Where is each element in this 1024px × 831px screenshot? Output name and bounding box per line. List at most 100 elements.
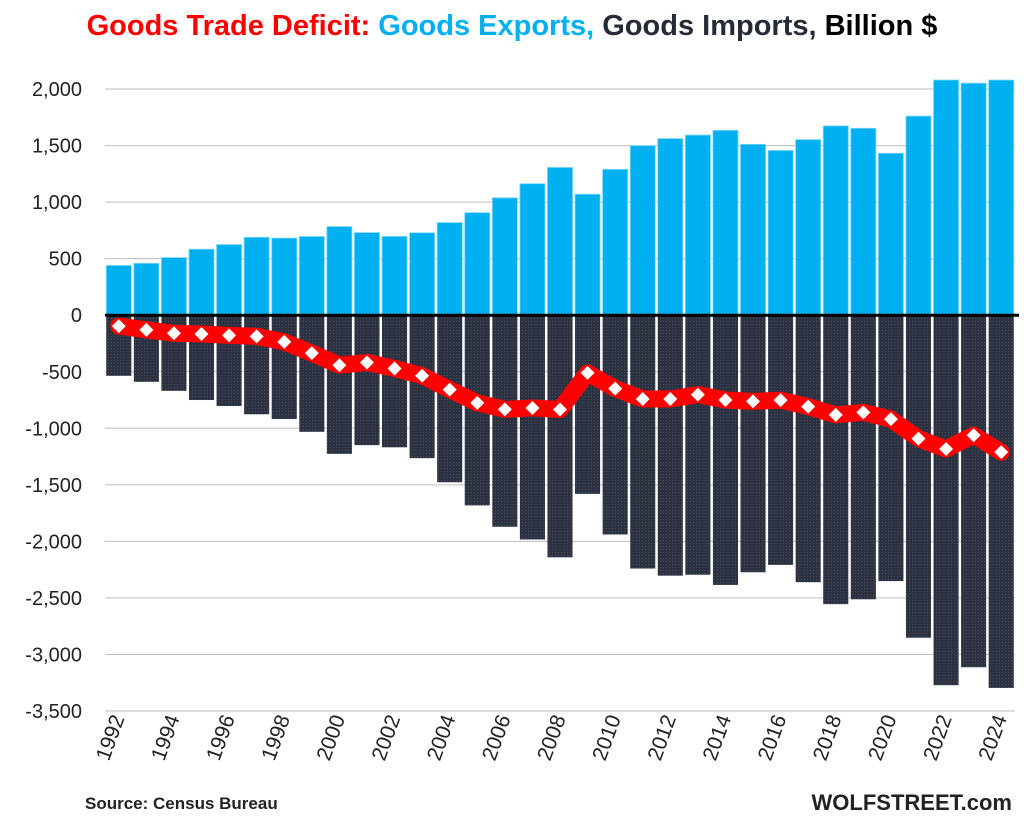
bar-exports-2001 — [354, 232, 380, 316]
bar-imports-1999 — [299, 315, 325, 432]
bar-exports-2018 — [822, 125, 849, 316]
deficit-marker-2018 — [828, 407, 843, 422]
x-tick-label: 2016 — [754, 712, 792, 764]
y-tick-label: -1,000 — [25, 418, 82, 440]
x-tick-label: 2004 — [423, 712, 461, 764]
deficit-marker-2006 — [497, 402, 512, 417]
deficit-marker-2021 — [911, 431, 926, 446]
bar-imports-2021 — [905, 315, 932, 638]
y-tick-label: 1,000 — [32, 192, 82, 214]
bar-exports-1992 — [105, 265, 132, 316]
bar-exports-1995 — [188, 248, 215, 316]
deficit-marker-2014 — [718, 393, 733, 408]
deficit-marker-2023 — [966, 428, 981, 443]
y-tick-label: 0 — [71, 305, 82, 327]
deficit-marker-1995 — [194, 326, 209, 341]
bar-exports-2022 — [933, 79, 959, 316]
deficit-marker-2022 — [939, 441, 954, 456]
bar-exports-1993 — [133, 262, 160, 316]
deficit-marker-2012 — [663, 392, 678, 407]
x-tick-label: 2002 — [368, 712, 406, 764]
bar-exports-2008 — [547, 167, 573, 316]
deficit-marker-2008 — [553, 402, 567, 417]
y-tick-label: -2,000 — [25, 531, 82, 553]
deficit-marker-1994 — [166, 326, 181, 341]
deficit-marker-1999 — [304, 346, 319, 361]
y-tick-label: -1,500 — [25, 475, 82, 497]
x-tick-label: 2024 — [974, 712, 1012, 764]
title-part-exports: Goods Exports, — [378, 10, 603, 42]
bar-imports-2014 — [712, 315, 738, 585]
bar-imports-2007 — [519, 315, 545, 540]
bar-exports-2013 — [684, 134, 711, 316]
bar-imports-2022 — [933, 315, 959, 686]
bar-imports-2018 — [823, 315, 849, 605]
y-tick-label: 1,500 — [32, 136, 82, 158]
x-tick-label: 2022 — [919, 712, 957, 764]
bar-exports-2024 — [988, 79, 1015, 316]
deficit-marker-2024 — [994, 445, 1009, 460]
deficit-marker-2005 — [470, 395, 485, 410]
bar-exports-2007 — [519, 183, 546, 316]
bar-exports-1994 — [161, 257, 187, 316]
y-tick-label: -500 — [42, 362, 82, 384]
bar-exports-2002 — [381, 235, 408, 316]
bar-imports-2000 — [326, 315, 352, 454]
chart-title: Goods Trade Deficit: Goods Exports, Good… — [0, 10, 1024, 43]
bar-imports-2001 — [354, 315, 380, 446]
bar-imports-2012 — [657, 315, 683, 576]
deficit-marker-2001 — [359, 355, 374, 370]
x-tick-label: 1998 — [257, 712, 295, 764]
x-tick-label: 2020 — [864, 712, 902, 764]
bar-imports-2023 — [961, 315, 987, 668]
bar-exports-2021 — [905, 115, 932, 316]
bar-exports-2012 — [657, 138, 684, 316]
deficit-marker-2013 — [690, 387, 705, 402]
bar-exports-2000 — [326, 226, 353, 316]
deficit-marker-2009 — [580, 365, 595, 380]
bar-imports-2020 — [878, 315, 904, 582]
deficit-marker-2002 — [387, 361, 402, 376]
bar-imports-1998 — [271, 315, 297, 420]
bar-exports-2014 — [712, 129, 739, 316]
title-part-deficit: Goods Trade Deficit: — [86, 10, 379, 42]
bar-imports-2019 — [850, 315, 876, 600]
deficit-marker-2000 — [332, 358, 347, 373]
bar-exports-2010 — [602, 168, 629, 316]
deficit-marker-1992 — [111, 319, 126, 334]
y-tick-label: -3,500 — [25, 701, 82, 723]
title-part-units: Billion $ — [824, 10, 938, 42]
x-tick-label: 2000 — [313, 712, 351, 764]
x-tick-label: 2012 — [643, 712, 681, 764]
bar-exports-2005 — [464, 212, 491, 316]
bar-exports-2009 — [574, 193, 601, 316]
bar-exports-2011 — [629, 145, 656, 316]
bar-exports-2006 — [491, 197, 518, 316]
bar-imports-2024 — [988, 315, 1014, 688]
x-tick-label: 2008 — [533, 712, 571, 764]
x-tick-label: 1996 — [202, 712, 240, 764]
deficit-marker-2019 — [856, 405, 871, 420]
deficit-marker-1998 — [277, 334, 292, 349]
bar-exports-2017 — [795, 139, 822, 316]
bar-imports-2010 — [602, 315, 628, 535]
x-tick-label: 1992 — [92, 712, 130, 764]
bar-imports-2006 — [492, 315, 518, 527]
bar-imports-2009 — [575, 315, 601, 494]
source-note: Source: Census Bureau — [85, 794, 278, 813]
x-tick-label: 2006 — [478, 712, 516, 764]
deficit-marker-2010 — [608, 381, 623, 396]
x-tick-label: 2018 — [809, 712, 847, 764]
deficit-marker-2007 — [525, 400, 540, 415]
deficit-marker-2004 — [442, 382, 457, 397]
deficit-marker-2016 — [773, 393, 788, 408]
deficit-marker-1996 — [222, 328, 237, 343]
y-tick-label: -3,000 — [25, 644, 82, 666]
bar-exports-2016 — [767, 150, 794, 316]
deficit-marker-1997 — [249, 329, 264, 344]
bar-imports-2017 — [795, 315, 821, 583]
deficit-marker-2017 — [801, 399, 816, 414]
bar-exports-2023 — [960, 82, 987, 316]
bar-exports-1998 — [271, 237, 298, 316]
bar-imports-2002 — [382, 315, 408, 448]
